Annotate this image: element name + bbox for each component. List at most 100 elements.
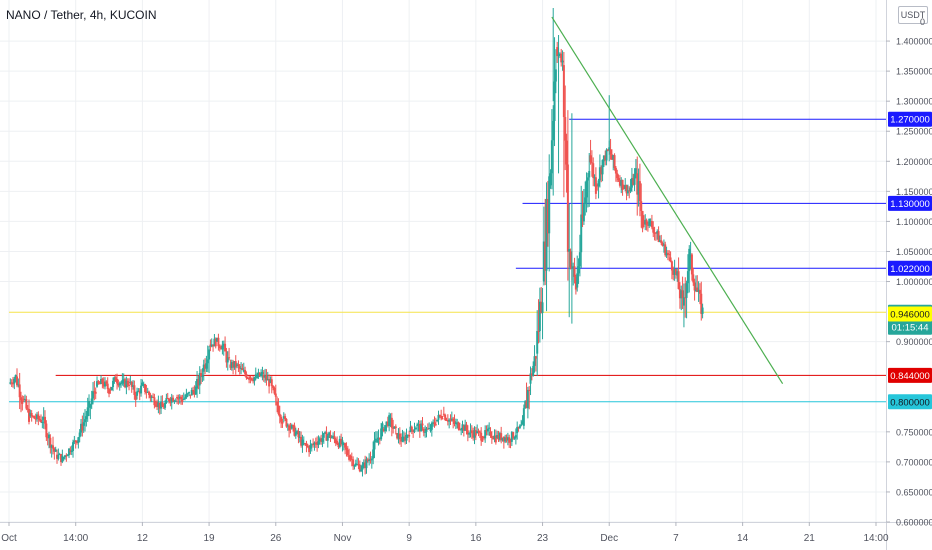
candle-body [314, 442, 317, 445]
candle-body [533, 356, 536, 366]
candle-body [676, 271, 679, 276]
candle-body [401, 436, 404, 442]
candle-body [298, 436, 301, 438]
candle-body [10, 382, 13, 384]
candle-body [426, 428, 429, 430]
candle-body [318, 438, 321, 442]
candle-body [310, 444, 313, 446]
candle-body [77, 437, 80, 443]
candle-body [21, 400, 24, 404]
candle-body [176, 396, 179, 399]
candle-body [186, 393, 189, 395]
time-tick-label: 7 [673, 533, 679, 544]
candle-body [172, 397, 175, 402]
candle-body [322, 433, 325, 438]
candle-body [496, 435, 499, 438]
candle-body [65, 455, 68, 457]
candle-body [646, 224, 649, 226]
candle-body [337, 444, 340, 448]
candle-body [524, 401, 527, 409]
candle-body [409, 426, 412, 432]
candle-body [634, 168, 637, 175]
candle-body [81, 423, 84, 431]
candle-body [228, 357, 231, 359]
candle-body [145, 391, 148, 393]
candle-body [597, 180, 600, 187]
candle-body [589, 155, 592, 163]
candle-body [418, 424, 421, 432]
candle-body [456, 422, 459, 425]
candle-body [386, 421, 389, 426]
candle-body [340, 438, 343, 445]
candle-body [94, 391, 97, 394]
candle-body [60, 454, 63, 463]
candle-body [193, 390, 196, 395]
candle-body [484, 430, 487, 439]
candle-body [142, 384, 145, 387]
candle-body [685, 283, 688, 298]
candle-body [658, 240, 661, 242]
candle-body [648, 218, 651, 226]
candle-body [313, 442, 316, 445]
candle-body [466, 430, 469, 435]
candle-body [250, 378, 253, 381]
candle-body [536, 330, 539, 354]
candle-body [217, 337, 220, 347]
candle-body [338, 438, 341, 448]
candle-body [638, 181, 641, 202]
candle-body [462, 425, 465, 431]
candle-body [508, 437, 511, 443]
candle-body [121, 380, 124, 383]
candle-body [690, 254, 693, 275]
candle-body [153, 397, 156, 406]
candle-body [581, 214, 584, 218]
candle-body [432, 422, 435, 424]
candle-body [40, 419, 43, 423]
candle-body [437, 414, 440, 420]
candle-body [586, 177, 589, 181]
candle-body [141, 382, 144, 386]
candle-body [188, 392, 191, 394]
candle-body [348, 455, 351, 460]
candle-body [518, 425, 521, 429]
candle-body [64, 455, 67, 458]
candle-body [622, 185, 625, 189]
candle-body [610, 154, 613, 160]
candle-body [118, 383, 121, 386]
candle-body [316, 442, 319, 446]
candle-body [577, 266, 580, 274]
candle-body [540, 301, 543, 314]
candle-body [289, 425, 292, 429]
candle-body [328, 432, 331, 436]
candle-body [628, 190, 631, 192]
candle-body [564, 117, 567, 141]
candle-body [444, 414, 447, 420]
time-tick-label: 14:00 [863, 533, 888, 544]
candle-body [357, 464, 360, 466]
time-tick-label: 14:00 [63, 533, 88, 544]
price-tick-label: 0.750000 [896, 427, 932, 437]
candle-body [257, 372, 260, 378]
candle-body [649, 221, 652, 223]
currency-button[interactable]: USDT [898, 6, 928, 24]
candle-body [698, 289, 701, 294]
candle-body [105, 381, 108, 384]
candle-body [114, 377, 117, 382]
candle-body [286, 425, 289, 427]
candle-body [400, 439, 403, 442]
candle-body [56, 454, 59, 459]
candle-body [58, 454, 61, 456]
candle-body [374, 438, 377, 441]
candle-body [129, 381, 132, 383]
candle-body [490, 436, 493, 438]
candle-body [588, 170, 591, 178]
candle-body [352, 459, 355, 467]
candle-body [218, 346, 221, 349]
candle-body [489, 431, 492, 437]
candle-body [138, 390, 141, 394]
candle-body [593, 177, 596, 179]
candle-body [630, 178, 633, 188]
price-label-box [888, 260, 932, 276]
candle-body [96, 381, 99, 387]
